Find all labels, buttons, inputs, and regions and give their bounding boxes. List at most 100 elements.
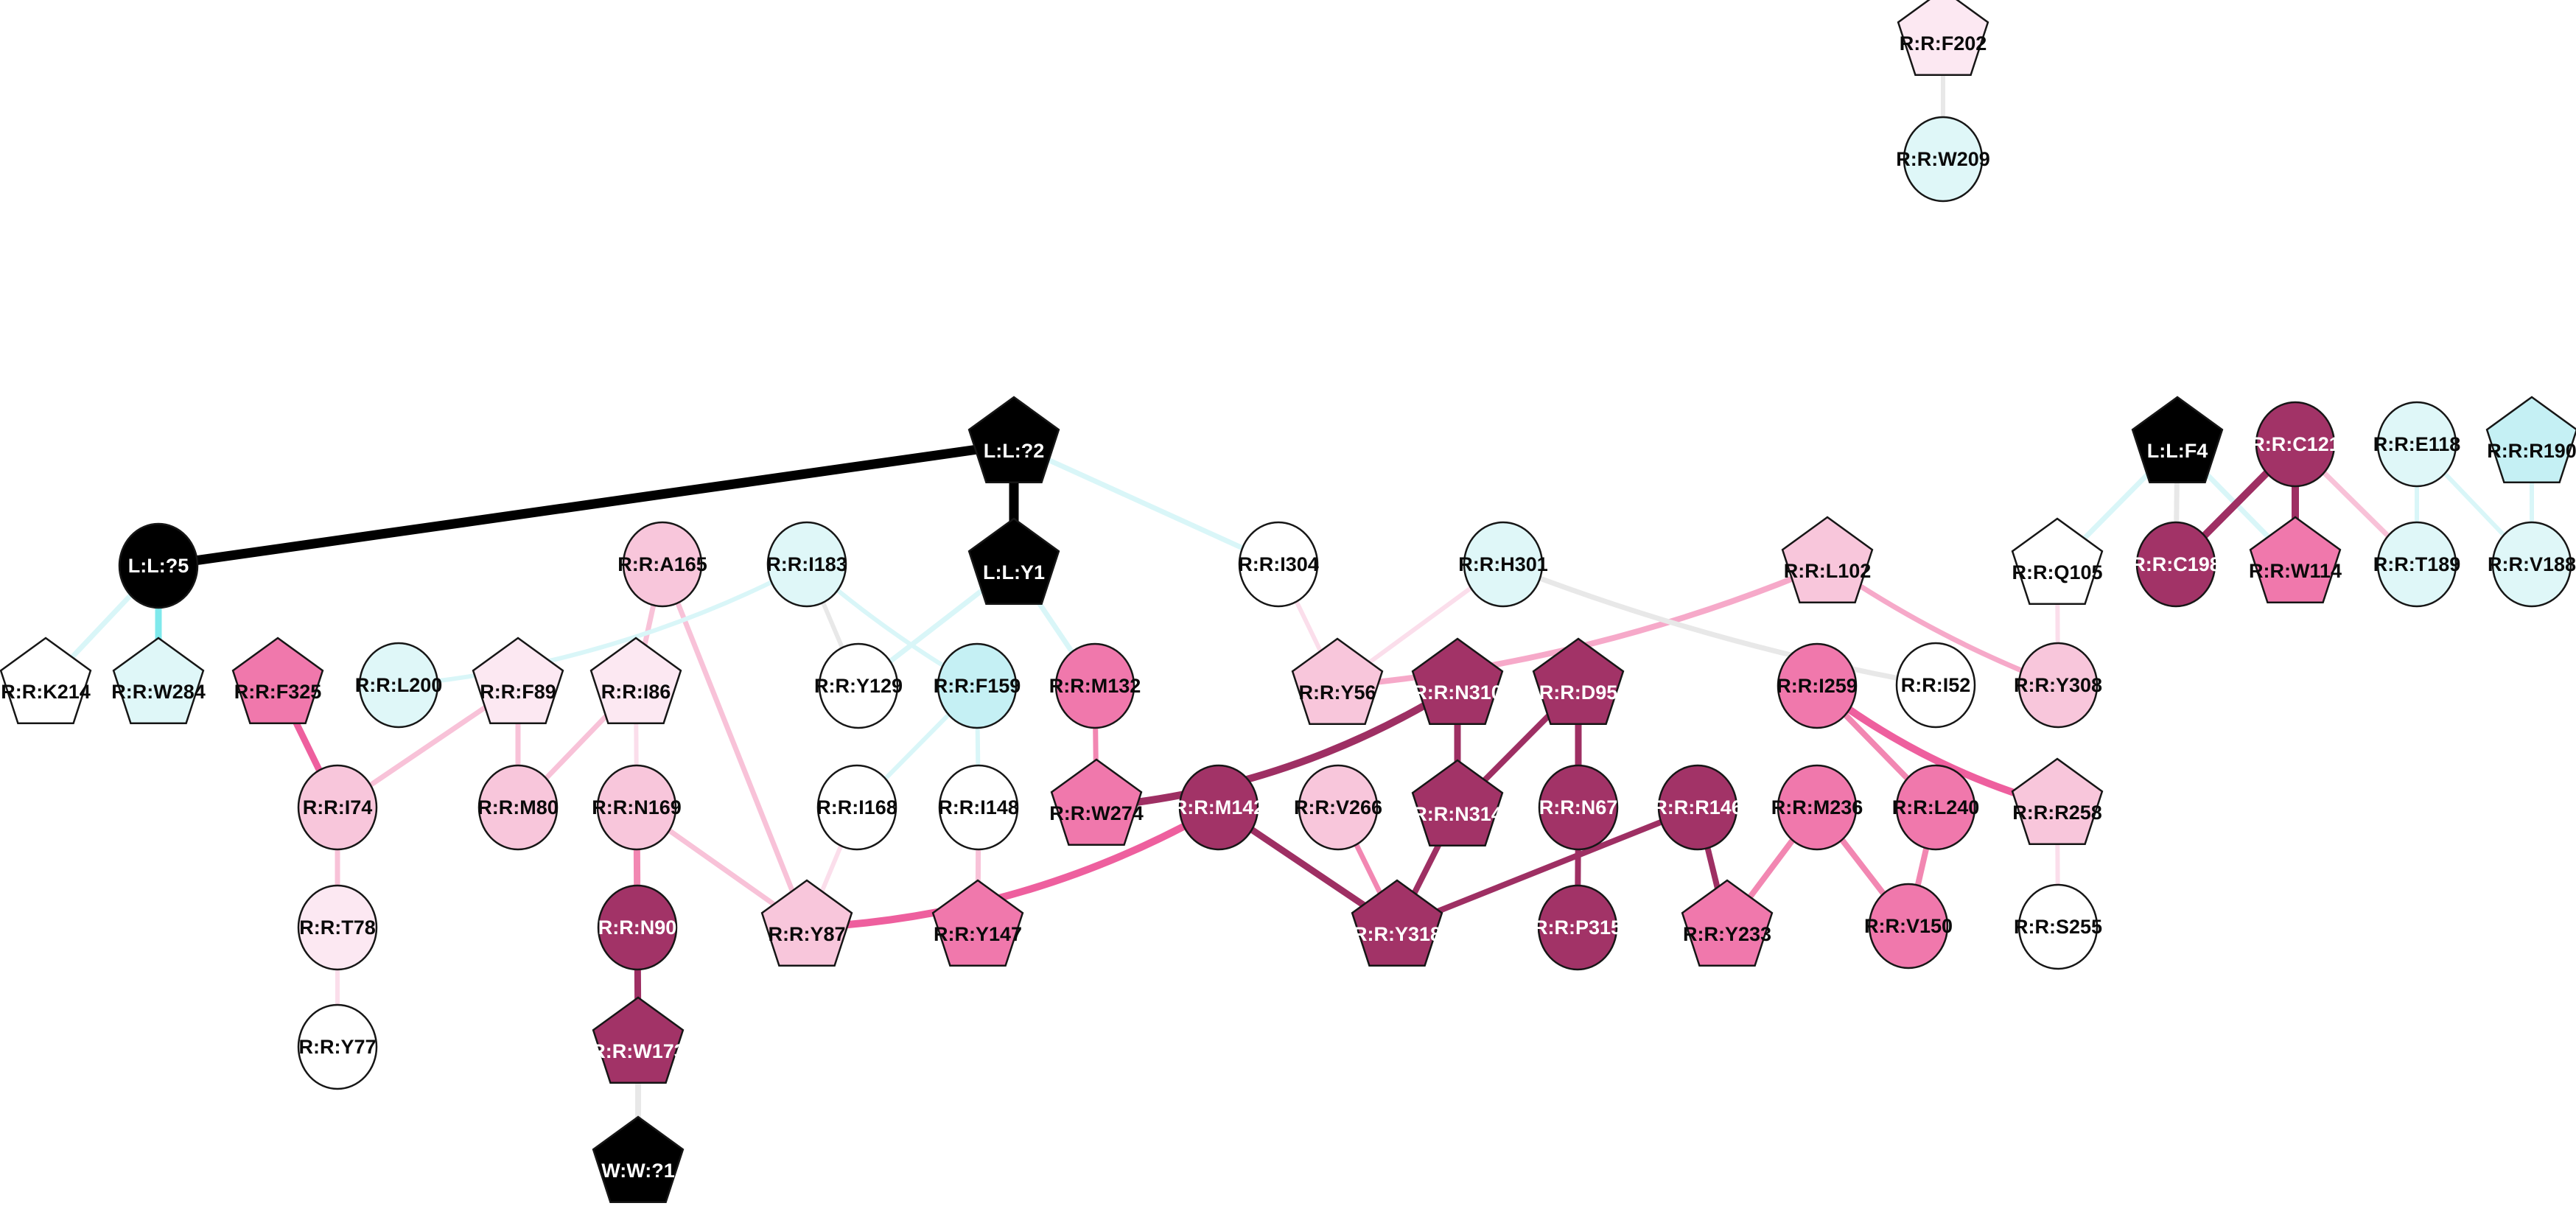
node-shape-pentagon[interactable] bbox=[931, 879, 1024, 967]
node-R:R:I259[interactable]: R:R:I259 bbox=[1777, 642, 1858, 729]
node-shape-circle[interactable] bbox=[1463, 521, 1544, 608]
node-shape-circle[interactable] bbox=[1868, 883, 1949, 970]
node-R:R:W173[interactable]: R:R:W173 bbox=[591, 996, 685, 1084]
node-R:R:Y87[interactable]: R:R:Y87 bbox=[760, 879, 853, 967]
node-shape-circle[interactable] bbox=[622, 521, 703, 608]
node-shape-circle[interactable] bbox=[1538, 764, 1619, 851]
node-shape-pentagon[interactable] bbox=[589, 637, 682, 725]
node-shape-pentagon[interactable] bbox=[0, 637, 92, 725]
node-R:R:W284[interactable]: R:R:W284 bbox=[111, 637, 206, 725]
node-shape-circle[interactable] bbox=[1895, 764, 1976, 851]
node-R:R:M236[interactable]: R:R:M236 bbox=[1771, 764, 1863, 851]
node-shape-pentagon[interactable] bbox=[1532, 637, 1625, 726]
node-shape-circle[interactable] bbox=[297, 884, 378, 971]
node-R:R:F325[interactable]: R:R:F325 bbox=[231, 637, 324, 725]
node-R:R:F89[interactable]: R:R:F89 bbox=[472, 637, 564, 725]
node-R:R:Y77[interactable]: R:R:Y77 bbox=[297, 1003, 378, 1090]
node-shape-circle[interactable] bbox=[118, 522, 199, 609]
node-R:R:Y308[interactable]: R:R:Y308 bbox=[2014, 642, 2102, 729]
node-shape-circle[interactable] bbox=[1238, 521, 1319, 608]
node-shape-circle[interactable] bbox=[597, 884, 678, 971]
node-shape-pentagon[interactable] bbox=[2011, 517, 2104, 606]
node-shape-pentagon[interactable] bbox=[1897, 0, 1989, 77]
node-R:R:H301[interactable]: R:R:H301 bbox=[1458, 521, 1548, 608]
node-R:R:N169[interactable]: R:R:N169 bbox=[592, 764, 682, 851]
node-shape-circle[interactable] bbox=[1777, 642, 1858, 729]
node-shape-circle[interactable] bbox=[1537, 884, 1618, 971]
node-R:R:A165[interactable]: R:R:A165 bbox=[617, 521, 707, 608]
node-R:R:V266[interactable]: R:R:V266 bbox=[1294, 764, 1382, 851]
node-R:R:S255[interactable]: R:R:S255 bbox=[2014, 883, 2102, 970]
node-shape-pentagon[interactable] bbox=[1681, 879, 1774, 967]
node-R:R:V150[interactable]: R:R:V150 bbox=[1864, 883, 1953, 970]
node-shape-circle[interactable] bbox=[1895, 642, 1976, 729]
node-shape-circle[interactable] bbox=[2017, 642, 2099, 729]
node-shape-circle[interactable] bbox=[1903, 116, 1984, 203]
node-shape-pentagon[interactable] bbox=[2249, 516, 2342, 604]
node-L:L:?2[interactable]: L:L:?2 bbox=[967, 396, 1060, 484]
node-shape-circle[interactable] bbox=[297, 764, 378, 851]
node-shape-pentagon[interactable] bbox=[2131, 396, 2224, 484]
node-R:R:N67[interactable]: R:R:N67 bbox=[1538, 764, 1619, 851]
node-shape-circle[interactable] bbox=[1777, 764, 1858, 851]
node-shape-circle[interactable] bbox=[818, 642, 899, 729]
node-R:R:Y318[interactable]: R:R:Y318 bbox=[1351, 879, 1443, 967]
node-R:R:M80[interactable]: R:R:M80 bbox=[477, 764, 559, 851]
node-L:L:Y1[interactable]: L:L:Y1 bbox=[967, 517, 1060, 606]
node-shape-pentagon[interactable] bbox=[1351, 879, 1443, 967]
node-W:W:?1[interactable]: W:W:?1 bbox=[592, 1115, 685, 1204]
node-shape-pentagon[interactable] bbox=[760, 879, 853, 967]
node-R:R:M132[interactable]: R:R:M132 bbox=[1049, 642, 1141, 729]
node-shape-pentagon[interactable] bbox=[1050, 758, 1143, 846]
node-R:R:P315[interactable]: R:R:P315 bbox=[1533, 884, 1622, 971]
node-shape-circle[interactable] bbox=[816, 764, 897, 851]
node-shape-pentagon[interactable] bbox=[967, 517, 1060, 606]
node-shape-pentagon[interactable] bbox=[592, 996, 685, 1084]
node-shape-pentagon[interactable] bbox=[1291, 637, 1384, 726]
node-shape-circle[interactable] bbox=[2017, 883, 2099, 970]
node-shape-pentagon[interactable] bbox=[1781, 516, 1874, 604]
node-shape-circle[interactable] bbox=[766, 521, 847, 608]
node-R:R:R146[interactable]: R:R:R146 bbox=[1653, 764, 1743, 851]
node-L:L:?5[interactable]: L:L:?5 bbox=[118, 522, 199, 609]
node-shape-circle[interactable] bbox=[1054, 642, 1135, 729]
node-R:R:F202[interactable]: R:R:F202 bbox=[1897, 0, 1989, 77]
node-shape-circle[interactable] bbox=[358, 642, 439, 729]
node-shape-pentagon[interactable] bbox=[472, 637, 564, 725]
node-R:R:I74[interactable]: R:R:I74 bbox=[297, 764, 378, 851]
node-R:R:L102[interactable]: R:R:L102 bbox=[1781, 516, 1874, 604]
node-shape-circle[interactable] bbox=[2135, 521, 2216, 608]
node-shape-circle[interactable] bbox=[477, 764, 559, 851]
node-R:R:W274[interactable]: R:R:W274 bbox=[1049, 758, 1144, 846]
node-shape-circle[interactable] bbox=[2491, 521, 2572, 608]
node-R:R:W209[interactable]: R:R:W209 bbox=[1896, 116, 1990, 203]
node-R:R:I148[interactable]: R:R:I148 bbox=[938, 764, 1019, 851]
node-shape-circle[interactable] bbox=[2255, 401, 2336, 488]
node-shape-pentagon[interactable] bbox=[1411, 637, 1504, 726]
node-shape-pentagon[interactable] bbox=[967, 396, 1060, 484]
node-shape-circle[interactable] bbox=[2376, 521, 2457, 608]
node-R:R:Y233[interactable]: R:R:Y233 bbox=[1681, 879, 1774, 967]
node-shape-pentagon[interactable] bbox=[112, 637, 205, 725]
node-shape-pentagon[interactable] bbox=[231, 637, 324, 725]
node-R:R:I86[interactable]: R:R:I86 bbox=[589, 637, 682, 725]
node-shape-pentagon[interactable] bbox=[2485, 396, 2576, 484]
node-shape-pentagon[interactable] bbox=[2011, 757, 2104, 846]
node-R:R:Y56[interactable]: R:R:Y56 bbox=[1291, 637, 1384, 726]
node-R:R:R190[interactable]: R:R:R190 bbox=[2485, 396, 2576, 484]
node-shape-circle[interactable] bbox=[596, 764, 677, 851]
node-R:R:Y129[interactable]: R:R:Y129 bbox=[814, 642, 903, 729]
node-R:R:T78[interactable]: R:R:T78 bbox=[297, 884, 378, 971]
node-R:R:I52[interactable]: R:R:I52 bbox=[1895, 642, 1976, 729]
node-shape-circle[interactable] bbox=[297, 1003, 378, 1090]
node-R:R:L200[interactable]: R:R:L200 bbox=[355, 642, 443, 729]
node-R:R:I304[interactable]: R:R:I304 bbox=[1238, 521, 1319, 608]
node-shape-pentagon[interactable] bbox=[1411, 759, 1504, 847]
node-shape-circle[interactable] bbox=[1298, 764, 1379, 851]
node-shape-circle[interactable] bbox=[938, 764, 1019, 851]
node-R:R:R258[interactable]: R:R:R258 bbox=[2011, 757, 2104, 846]
node-R:R:N310[interactable]: R:R:N310 bbox=[1411, 637, 1504, 726]
node-R:R:I168[interactable]: R:R:I168 bbox=[816, 764, 897, 851]
node-shape-circle[interactable] bbox=[937, 642, 1018, 729]
